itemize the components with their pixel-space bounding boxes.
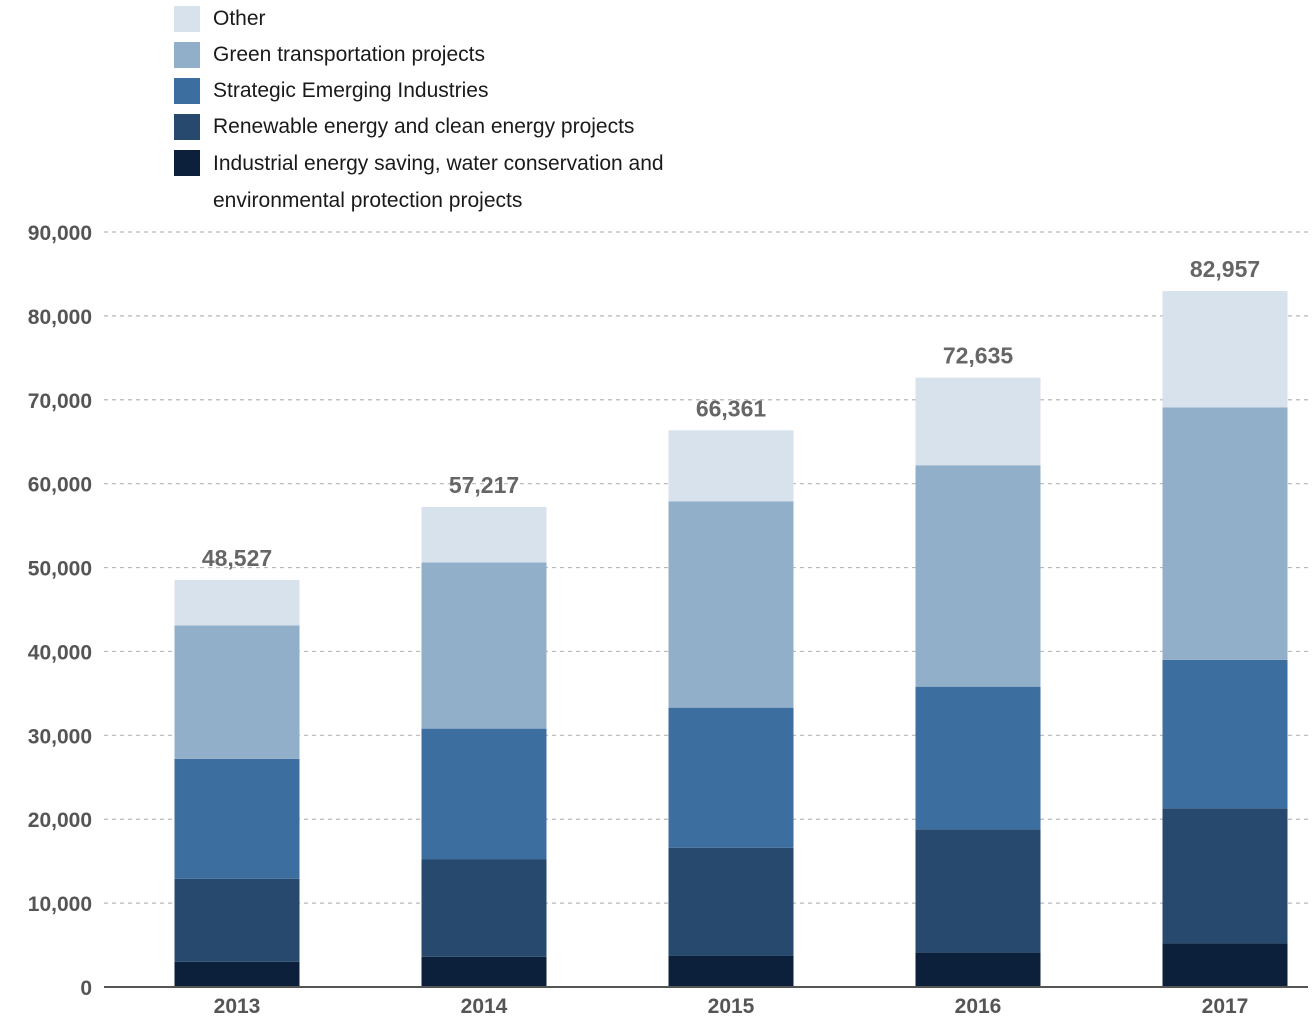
- legend-swatch-other: [174, 6, 200, 32]
- legend-label-green-transportation: Green transportation projects: [213, 43, 485, 66]
- y-tick-label: 30,000: [28, 725, 92, 748]
- bar-segment-strategic-emerging-2016: [915, 686, 1041, 830]
- bar-segment-renewable-energy-2017: [1162, 808, 1288, 944]
- bar-segment-green-transportation-2017: [1162, 407, 1288, 660]
- bar-segment-strategic-emerging-2014: [421, 728, 547, 860]
- y-tick-label: 0: [80, 977, 92, 1000]
- y-tick-label: 20,000: [28, 809, 92, 832]
- total-label-2017: 82,957: [1190, 256, 1260, 282]
- legend-swatch-green-transportation: [174, 42, 200, 68]
- bar-segment-other-2013: [174, 579, 300, 626]
- y-tick-label: 70,000: [28, 390, 92, 413]
- bar-segment-renewable-energy-2013: [174, 878, 300, 962]
- total-label-2015: 66,361: [696, 395, 767, 421]
- bar-segment-green-transportation-2014: [421, 562, 547, 729]
- bar-segment-industrial-energy-saving-2014: [421, 956, 547, 987]
- bar-segment-green-transportation-2015: [668, 501, 794, 708]
- bar-segment-strategic-emerging-2017: [1162, 659, 1288, 809]
- legend-swatch-strategic-emerging: [174, 78, 200, 104]
- y-tick-label: 50,000: [28, 558, 92, 581]
- total-label-2013: 48,527: [202, 545, 272, 571]
- legend-label-strategic-emerging: Strategic Emerging Industries: [213, 79, 489, 102]
- y-tick-label: 60,000: [28, 474, 92, 497]
- bar-segment-industrial-energy-saving-2016: [915, 952, 1041, 987]
- bar-segment-industrial-energy-saving-2015: [668, 955, 794, 987]
- bar-segment-other-2016: [915, 377, 1041, 466]
- legend-item-industrial-energy-saving: Industrial energy saving, water conserva…: [174, 150, 693, 219]
- bar-segment-green-transportation-2013: [174, 625, 300, 759]
- legend-label-renewable-energy: Renewable energy and clean energy projec…: [213, 115, 635, 138]
- y-tick-label: 80,000: [28, 306, 92, 329]
- legend-swatch-renewable-energy: [174, 114, 200, 140]
- legend-label-industrial-energy-saving: Industrial energy saving, water conserva…: [213, 152, 664, 212]
- x-tick-label-2013: 2013: [214, 995, 261, 1016]
- legend-item-other: Other: [174, 6, 693, 32]
- bar-segment-renewable-energy-2014: [421, 859, 547, 957]
- total-label-2016: 72,635: [943, 343, 1014, 369]
- legend-swatch-industrial-energy-saving: [174, 150, 200, 176]
- legend-item-renewable-energy: Renewable energy and clean energy projec…: [174, 114, 693, 140]
- total-label-2014: 57,217: [449, 472, 519, 498]
- legend: Other Green transportation projects Stra…: [174, 6, 693, 229]
- x-tick-label-2014: 2014: [461, 995, 508, 1016]
- bar-segment-other-2015: [668, 430, 794, 502]
- bar-segment-renewable-energy-2015: [668, 847, 794, 956]
- bar-segment-industrial-energy-saving-2013: [174, 961, 300, 987]
- y-tick-label: 40,000: [28, 641, 92, 664]
- legend-item-green-transportation: Green transportation projects: [174, 42, 693, 68]
- x-tick-label-2017: 2017: [1202, 995, 1249, 1016]
- y-tick-label: 10,000: [28, 893, 92, 916]
- bar-segment-other-2017: [1162, 291, 1288, 408]
- bar-segment-strategic-emerging-2013: [174, 758, 300, 879]
- bar-segment-strategic-emerging-2015: [668, 707, 794, 848]
- bar-segment-green-transportation-2016: [915, 465, 1041, 687]
- legend-label-other: Other: [213, 7, 266, 30]
- bar-segment-industrial-energy-saving-2017: [1162, 943, 1288, 987]
- x-tick-label-2015: 2015: [708, 995, 755, 1016]
- bar-segment-renewable-energy-2016: [915, 829, 1041, 953]
- legend-item-strategic-emerging: Strategic Emerging Industries: [174, 78, 693, 104]
- bar-segment-other-2014: [421, 507, 547, 563]
- y-tick-label: 90,000: [28, 222, 92, 245]
- x-tick-label-2016: 2016: [955, 995, 1002, 1016]
